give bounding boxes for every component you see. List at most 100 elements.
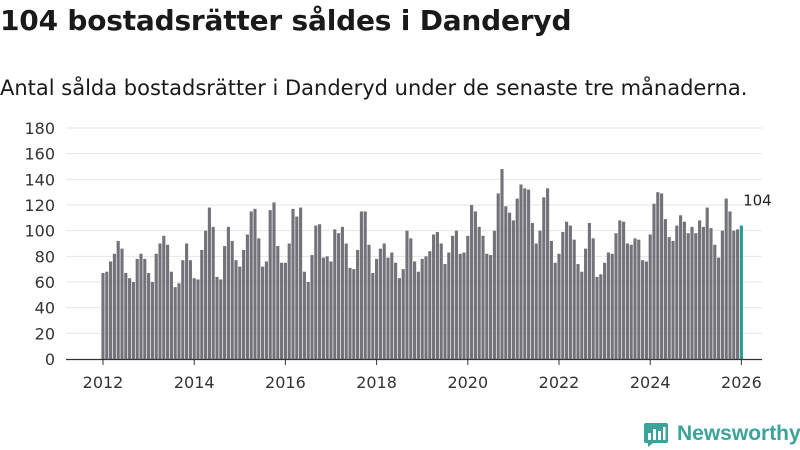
bar — [549, 240, 553, 359]
bar — [519, 184, 523, 359]
y-tick-label: 40 — [35, 299, 55, 318]
bar-latest — [739, 225, 743, 359]
bar — [660, 193, 664, 359]
bar — [736, 229, 740, 359]
bar — [390, 252, 394, 359]
bar — [447, 252, 451, 359]
bar — [276, 246, 280, 359]
bar — [139, 253, 143, 359]
bar — [378, 248, 382, 359]
bar — [318, 224, 322, 359]
bar — [219, 279, 223, 359]
bar — [143, 258, 147, 359]
bar — [333, 229, 337, 359]
x-tick-label: 2020 — [447, 373, 488, 392]
bar — [492, 230, 496, 359]
bar — [207, 207, 211, 359]
bar — [295, 216, 299, 359]
bar — [253, 208, 257, 359]
bar — [565, 221, 569, 359]
bar — [629, 244, 633, 359]
bar — [458, 253, 462, 359]
bar — [637, 239, 641, 359]
bar — [314, 225, 318, 359]
bar — [356, 249, 360, 359]
bar — [120, 248, 124, 359]
bar — [546, 188, 550, 359]
bar — [124, 273, 128, 359]
bar — [724, 198, 728, 359]
bar — [424, 256, 428, 359]
bar — [625, 243, 629, 359]
bar — [694, 233, 698, 359]
bar — [223, 246, 227, 359]
chart-subtitle: Antal sålda bostadsrätter i Danderyd und… — [0, 76, 748, 100]
bar — [690, 226, 694, 359]
brand-logo[interactable]: Newsworthy — [643, 419, 800, 449]
x-tick-label: 2024 — [630, 373, 671, 392]
bar — [397, 278, 401, 359]
bar — [553, 262, 557, 359]
bar — [302, 271, 306, 359]
bar — [173, 287, 177, 359]
bar — [648, 234, 652, 359]
bar — [534, 243, 538, 359]
bar — [614, 233, 618, 359]
y-tick-label: 140 — [24, 170, 55, 189]
bar — [428, 251, 432, 359]
y-tick-label: 20 — [35, 324, 55, 343]
bar — [211, 226, 215, 359]
bar — [234, 260, 238, 359]
bar — [245, 234, 249, 359]
bar — [128, 278, 132, 359]
bar — [101, 273, 105, 359]
bar — [432, 234, 436, 359]
bar — [675, 225, 679, 359]
bar — [188, 260, 192, 359]
bar — [496, 193, 500, 359]
bar — [443, 264, 447, 359]
bar — [215, 276, 219, 359]
bar — [568, 225, 572, 359]
bar — [439, 243, 443, 359]
bar — [705, 207, 709, 359]
bar — [720, 230, 724, 359]
bar — [299, 207, 303, 359]
bar — [413, 261, 417, 359]
bar — [504, 206, 508, 359]
x-tick-label: 2012 — [83, 373, 124, 392]
bar — [131, 282, 135, 359]
bar — [686, 233, 690, 359]
x-tick-label: 2018 — [356, 373, 397, 392]
bar — [679, 215, 683, 359]
bar — [470, 205, 474, 359]
y-tick-label: 0 — [45, 350, 55, 369]
x-tick-label: 2014 — [174, 373, 215, 392]
bar — [595, 276, 599, 359]
bar — [451, 235, 455, 359]
bar — [280, 262, 284, 359]
bar — [154, 253, 158, 359]
bar — [527, 189, 531, 359]
x-tick-label: 2026 — [721, 373, 762, 392]
bar — [257, 238, 261, 359]
bar — [515, 198, 519, 359]
bar — [477, 226, 481, 359]
bar — [261, 266, 265, 359]
y-tick-label: 80 — [35, 247, 55, 266]
bar — [580, 271, 584, 359]
bar — [584, 248, 588, 359]
bar — [238, 266, 242, 359]
bar — [337, 233, 341, 359]
x-tick-label: 2016 — [265, 373, 306, 392]
bar — [508, 212, 512, 359]
bar — [192, 278, 196, 359]
bar — [242, 249, 246, 359]
bar — [500, 169, 504, 359]
bar — [663, 219, 667, 359]
bar — [530, 222, 534, 359]
bar — [344, 243, 348, 359]
bar — [587, 222, 591, 359]
bar — [576, 264, 580, 359]
bar — [291, 208, 295, 359]
